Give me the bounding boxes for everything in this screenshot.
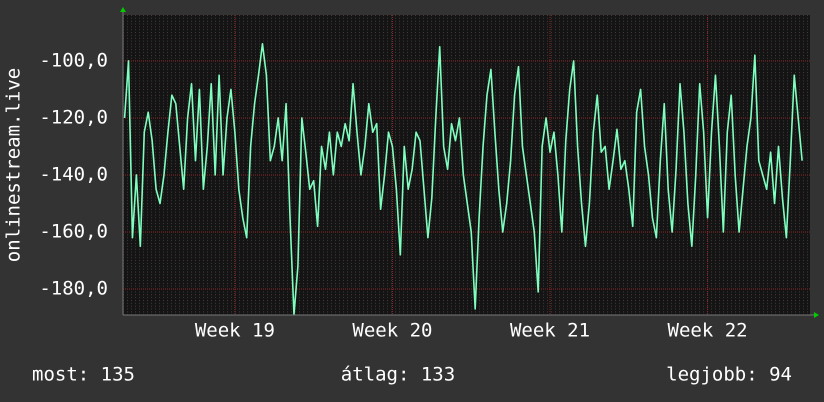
- y-axis-title: onlinestream.live: [3, 68, 25, 262]
- y-tick-label: -160,0: [39, 221, 108, 243]
- x-tick-label: Week 21: [510, 320, 590, 342]
- data-line: [123, 43, 803, 316]
- stat-current: most: 135: [32, 364, 135, 386]
- y-tick-label: -100,0: [39, 49, 108, 71]
- x-tick-label: Week 22: [668, 320, 748, 342]
- y-tick-label: -120,0: [39, 106, 108, 128]
- y-arrow: [120, 7, 126, 12]
- y-tick-label: -180,0: [39, 278, 108, 300]
- y-tick-label: -140,0: [39, 163, 108, 185]
- minor-grid: [123, 15, 810, 315]
- stat-average: átlag: 133: [341, 364, 455, 386]
- x-tick-label: Week 19: [195, 320, 275, 342]
- x-arrow: [814, 312, 819, 318]
- x-tick-label: Week 20: [352, 320, 432, 342]
- stat-best: legjobb: 94: [666, 364, 792, 386]
